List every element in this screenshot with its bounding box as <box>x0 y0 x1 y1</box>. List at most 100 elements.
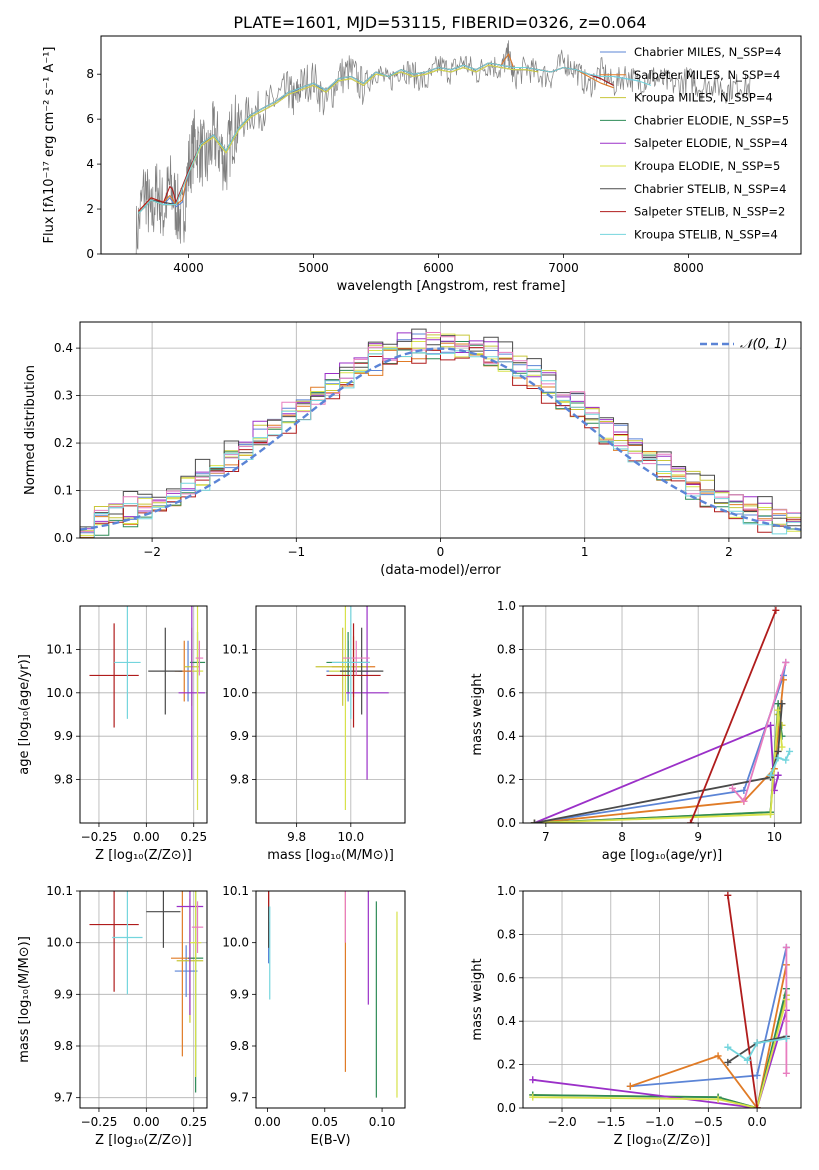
y-axis-label: Flux [fλ10⁻¹⁷ erg cm⁻² s⁻¹ A⁻¹] <box>42 47 57 244</box>
axes-frame <box>255 890 406 1109</box>
x-tick-label: −1.5 <box>596 1115 625 1129</box>
mass-weight-vs-age-panel: 7 8 9 10 0.0 0.2 0.4 0.6 0.8 1.0 age [log₁₀(age/yr… <box>470 599 802 863</box>
mass-weight-marker <box>767 771 775 779</box>
x-tick-label: 5000 <box>298 261 329 275</box>
y-tick-label: 0.0 <box>497 1101 516 1115</box>
y-tick-label: 0.0 <box>497 816 516 830</box>
mass-weight-vs-z-plot-area <box>529 891 790 1108</box>
x-tick-label: 0 <box>437 545 445 559</box>
mass-weight-marker <box>724 1043 732 1051</box>
x-tick-label: −1.0 <box>645 1115 674 1129</box>
y-axis-label: mass weight <box>470 958 485 1040</box>
y-tick-label: 10.1 <box>222 642 249 656</box>
y-tick-label: 9.9 <box>54 729 73 743</box>
axes-frame <box>100 35 802 255</box>
legend-entry: Kroupa MILES, N_SSP=4 <box>634 91 773 105</box>
x-axis-label: E(B-V) <box>310 1133 350 1148</box>
x-tick-label: 6000 <box>423 261 454 275</box>
y-tick-label: 0.4 <box>54 341 73 355</box>
y-axis-label: mass weight <box>470 673 485 755</box>
legend-entry: Salpeter ELODIE, N_SSP=4 <box>634 136 788 150</box>
x-tick-label: 9 <box>694 830 702 844</box>
mass-weight-line <box>727 1037 787 1062</box>
mass-vs-z-plot-area <box>89 891 204 1093</box>
mass-weight-vs-z-panel: −2.0 −1.5 −1.0 −0.5 0.0 0.0 0.2 0.4 0.6 0.8 1.0 Z [… <box>470 884 802 1148</box>
y-tick-label: 9.7 <box>230 1091 249 1105</box>
y-tick-label: 2 <box>86 202 94 216</box>
x-tick-label: 0.00 <box>254 1115 281 1129</box>
age-vs-z-plot-area <box>89 606 206 810</box>
y-tick-label: 1.0 <box>497 599 516 613</box>
mass-weight-marker <box>774 706 782 714</box>
legend-entry: Salpeter MILES, N_SSP=4 <box>634 68 780 82</box>
x-tick-label: 10.0 <box>337 830 364 844</box>
mass-weight-vs-age-plot-area <box>530 606 794 823</box>
model-spectrum-line <box>138 62 652 214</box>
mass-weight-line <box>689 609 777 823</box>
mass-weight-marker <box>724 1058 732 1066</box>
y-axis-label: Normed distribution <box>23 365 38 495</box>
mass-weight-marker <box>774 771 782 779</box>
legend-entry: Salpeter STELIB, N_SSP=2 <box>634 205 785 219</box>
mass-weight-marker <box>529 1076 537 1084</box>
mass-weight-line <box>532 999 788 1108</box>
x-tick-label: −0.25 <box>81 830 118 844</box>
mass-weight-marker <box>782 1069 790 1077</box>
x-tick-label: 7 <box>542 830 550 844</box>
y-tick-label: 0.2 <box>497 1058 516 1072</box>
y-tick-label: 9.9 <box>230 987 249 1001</box>
mass-weight-marker <box>782 658 790 666</box>
residual-histogram <box>80 348 801 538</box>
panels: 4000 5000 6000 7000 8000 0 2 4 6 8 wavelength [Ang… <box>17 35 802 1148</box>
y-axis-label: mass [log₁₀(M/M⊙)] <box>17 936 32 1063</box>
residual-histogram <box>80 347 801 538</box>
x-tick-label: 10 <box>767 830 782 844</box>
axes-frame <box>522 890 802 1109</box>
x-tick-label: −0.5 <box>694 1115 723 1129</box>
model-spectrum-line <box>138 64 526 214</box>
spectrum-legend: Chabrier MILES, N_SSP=4 Salpeter MILES, N… <box>600 45 789 241</box>
x-axis-label: mass [log₁₀(M/M⊙)] <box>267 848 394 863</box>
x-tick-label: 0.00 <box>133 1115 160 1129</box>
legend-entry: Kroupa STELIB, N_SSP=4 <box>634 227 778 241</box>
mass-weight-marker <box>529 1093 537 1101</box>
residuals-panel: −2 −1 0 1 2 0.0 0.1 0.2 0.3 0.4 (data-model)/error… <box>23 321 802 578</box>
mass-weight-line <box>534 702 783 823</box>
x-tick-label: 0.25 <box>180 830 207 844</box>
axes-frame <box>522 605 802 824</box>
spectrum-plot-area <box>135 40 751 254</box>
y-tick-label: 10.1 <box>222 884 249 898</box>
y-tick-label: 0.2 <box>497 773 516 787</box>
mass-weight-marker <box>774 747 782 755</box>
axes-frame <box>79 605 208 824</box>
mass-weight-line <box>532 1010 788 1108</box>
mass-weight-line <box>630 964 788 1108</box>
x-tick-label: 0.00 <box>133 830 160 844</box>
x-tick-label: 0.25 <box>180 1115 207 1129</box>
spectrum-panel: 4000 5000 6000 7000 8000 0 2 4 6 8 wavelength [Ang… <box>42 35 802 294</box>
x-tick-label: −1 <box>287 545 305 559</box>
mass-weight-marker <box>778 700 786 708</box>
mass-weight-marker <box>782 1017 790 1025</box>
mass-weight-marker <box>782 1035 790 1043</box>
mass-weight-marker <box>743 1056 751 1064</box>
mass-weight-line <box>534 709 783 823</box>
mass-weight-marker <box>626 1082 634 1090</box>
legend-entry: Chabrier MILES, N_SSP=4 <box>634 45 781 59</box>
mass-weight-marker <box>753 1039 761 1047</box>
mass-weight-marker <box>778 743 786 751</box>
x-tick-label: 1 <box>581 545 589 559</box>
y-tick-label: 9.9 <box>54 987 73 1001</box>
mass-vs-ebv-plot-area <box>268 891 398 1098</box>
y-tick-label: 0.3 <box>54 389 73 403</box>
legend-entry: Chabrier STELIB, N_SSP=4 <box>634 182 786 196</box>
residual-histogram <box>80 328 801 528</box>
mass-weight-line <box>769 751 791 776</box>
mass-weight-marker <box>753 1104 761 1108</box>
y-tick-label: 10.0 <box>222 936 249 950</box>
y-tick-label: 0 <box>86 247 94 261</box>
model-spectrum-line <box>138 64 526 214</box>
x-tick-label: 0.05 <box>311 1115 338 1129</box>
x-tick-label: 4000 <box>173 261 204 275</box>
mass-weight-marker <box>728 784 736 792</box>
